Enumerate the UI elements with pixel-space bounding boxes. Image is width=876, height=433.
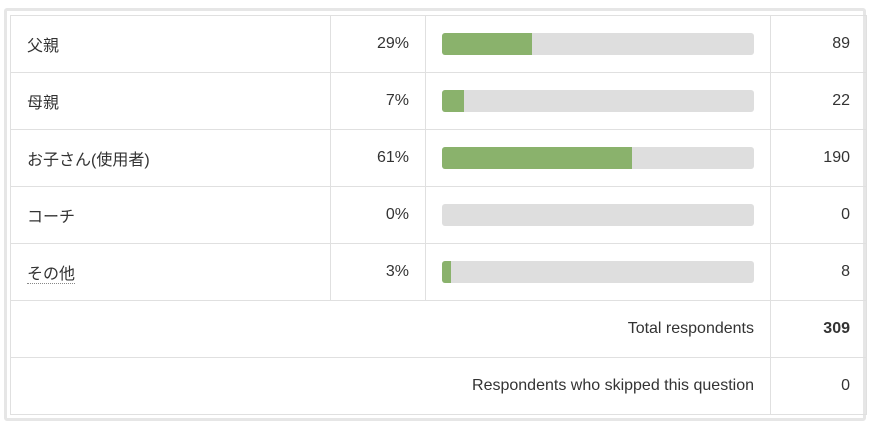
summary-value: 0 [770,357,867,415]
label-cell: 父親 [10,15,331,73]
summary-row: Respondents who skipped this question 0 [10,357,867,415]
count-cell: 22 [770,72,867,130]
count-cell: 190 [770,129,867,187]
bar-track [442,90,754,112]
bar [442,147,633,169]
row: 父親 29% 89 [10,15,867,73]
label-cell: お子さん(使用者) [10,129,331,187]
bar-cell [425,15,771,73]
percent-cell: 0% [330,186,426,244]
bar-cell [425,243,771,301]
summary-value: 309 [770,300,867,358]
bar-track [442,261,754,283]
percent-cell: 7% [330,72,426,130]
row: お子さん(使用者) 61% 190 [10,129,867,187]
percent-cell: 29% [330,15,426,73]
row-label: コーチ [27,209,76,226]
bar-track [442,204,754,226]
row: コーチ 0% 0 [10,186,867,244]
bar [442,261,452,283]
count-cell: 8 [770,243,867,301]
bar [442,90,464,112]
summary-label: Respondents who skipped this question [10,357,771,415]
row-label: お子さん(使用者) [27,152,150,169]
percent-cell: 3% [330,243,426,301]
results-table: 父親 29% 89 母親 7% 22 お子さん(使用者) 61% 190 コーチ 0% 0 その他 3% 8… [10,15,867,415]
label-cell: コーチ [10,186,331,244]
bar-track [442,33,754,55]
label-cell: その他 [10,243,331,301]
count-cell: 89 [770,15,867,73]
row-label: 父親 [27,38,60,55]
row-label: その他 [27,266,76,284]
bar-cell [425,72,771,130]
count-cell: 0 [770,186,867,244]
bar [442,33,533,55]
bar-cell [425,186,771,244]
bar-track [442,147,754,169]
percent-cell: 61% [330,129,426,187]
table-body: 父親 29% 89 母親 7% 22 お子さん(使用者) 61% 190 コーチ 0% 0 その他 3% 8… [10,15,867,415]
row: その他 3% 8 [10,243,867,301]
summary-label: Total respondents [10,300,771,358]
bar-cell [425,129,771,187]
label-cell: 母親 [10,72,331,130]
row-label: 母親 [27,95,60,112]
summary-row: Total respondents 309 [10,300,867,358]
row: 母親 7% 22 [10,72,867,130]
